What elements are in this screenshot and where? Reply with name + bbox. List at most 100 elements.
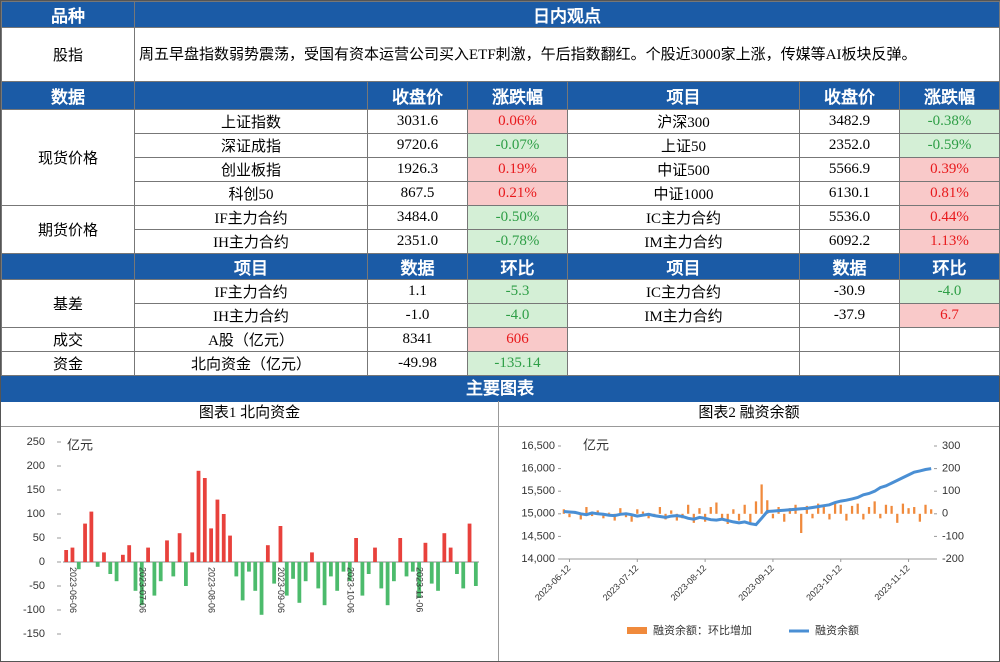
bar	[240, 562, 245, 601]
bar	[310, 552, 314, 562]
bar	[64, 550, 69, 562]
change-cell: 0.21%	[467, 181, 568, 206]
table-row: 项目 数据 环比 项目 数据 环比	[1, 253, 1000, 280]
charts: 图表1 北向资金 图表2 融资余额 亿元 -150 -100 -50 0 50 100 150…	[1, 401, 999, 661]
bar	[817, 503, 820, 514]
table-cell: -1.0	[367, 303, 468, 328]
bar	[139, 562, 144, 606]
change-cell: -0.07%	[467, 133, 568, 158]
y-tick-label: 200	[27, 460, 45, 472]
header-cell: 涨跌幅	[899, 81, 1000, 110]
table-cell: IH主力合约	[134, 229, 368, 254]
header-cell: 环比	[467, 253, 568, 280]
bar	[473, 562, 478, 586]
x-tick-label: 2023-11-12	[873, 563, 912, 602]
bar	[228, 535, 232, 562]
bar	[811, 513, 814, 519]
change-cell: -4.0	[899, 279, 1000, 304]
bar	[901, 503, 905, 514]
quote-table: 品种 日内观点 股指 周五早盘指数弱势震荡，受国有资本运营公司买入ETF刺激，午后指数…	[1, 1, 1000, 376]
header-cell: 项目	[567, 81, 800, 110]
y2-tick-label: 300	[942, 440, 960, 452]
legend-label: 融资余额：环比增加	[653, 623, 752, 637]
header-cell: 项目	[567, 253, 800, 280]
change-cell: 0.06%	[467, 109, 568, 134]
y2-tick-label: 0	[942, 508, 948, 520]
group-label: 现货价格	[1, 109, 135, 206]
row-label: 股指	[1, 27, 135, 82]
x-tick-label: 2023-09-12	[736, 563, 776, 603]
bar	[913, 507, 916, 514]
table-row: 基差 IF主力合约 1.1 -5.3 IC主力合约 -30.9 -4.0	[1, 279, 1000, 328]
y-tick-label: 16,000	[521, 463, 555, 475]
change-cell: 6.7	[899, 303, 1000, 328]
table-cell: 中证500	[567, 157, 800, 182]
change-cell: -0.50%	[467, 205, 568, 230]
section-title: 主要图表	[1, 376, 999, 402]
table-cell: 6092.2	[799, 229, 900, 254]
change-cell: -5.3	[467, 279, 568, 304]
bar	[146, 547, 150, 562]
bar	[743, 504, 746, 514]
change-cell: -0.78%	[467, 229, 568, 254]
bar	[322, 562, 327, 606]
bar	[215, 499, 220, 562]
table-cell: 3482.9	[799, 109, 900, 134]
change-cell: 0.44%	[899, 205, 1000, 230]
line	[563, 467, 932, 527]
empty-cell	[899, 351, 1000, 376]
group-label: 基差	[1, 279, 135, 328]
bar	[726, 513, 729, 524]
bar	[272, 562, 277, 584]
bar	[335, 562, 340, 591]
bar	[613, 513, 616, 521]
table-cell: 上证50	[567, 133, 800, 158]
table-cell: IM主力合约	[567, 229, 800, 254]
bar	[828, 513, 831, 520]
bar	[766, 500, 769, 514]
table-row: 数据 收盘价 涨跌幅 项目 收盘价 涨跌幅	[1, 81, 1000, 110]
table-cell: -30.9	[799, 279, 900, 304]
legend-label: 融资余额	[815, 623, 859, 637]
header-cell: 环比	[899, 253, 1000, 280]
bar	[158, 562, 163, 582]
empty-cell	[799, 351, 900, 376]
change-cell: -135.14	[467, 351, 568, 376]
y2-tick-label: -200	[942, 553, 964, 565]
y-tick-label: 15,000	[521, 508, 555, 520]
y-tick-label: -150	[23, 628, 45, 640]
group-label: 期货价格	[1, 205, 135, 254]
y-tick-label: 14,000	[521, 553, 555, 565]
bar	[102, 552, 106, 562]
bar	[720, 513, 724, 520]
bar	[379, 562, 384, 589]
group-label: 资金	[1, 351, 135, 376]
bar	[585, 507, 588, 514]
bar	[133, 562, 138, 591]
table-row: IH主力合约 2351.0 -0.78% IM主力合约 6092.2 1.13%	[2, 229, 1000, 254]
change-cell: 1.13%	[899, 229, 1000, 254]
table-cell: 1926.3	[367, 157, 468, 182]
bar	[291, 562, 295, 579]
empty-cell	[799, 327, 900, 352]
bar	[341, 562, 346, 572]
change-cell: 606	[467, 327, 568, 352]
bar	[234, 562, 239, 577]
x-tick-label: 2023-07-12	[601, 563, 641, 603]
x-tick-label: 2023-08-12	[669, 563, 709, 603]
table-cell: 1.1	[367, 279, 468, 304]
bar	[360, 562, 365, 596]
bar	[732, 509, 735, 514]
bar	[127, 545, 132, 562]
header-cell: 项目	[134, 253, 368, 280]
bar	[247, 562, 251, 572]
table-row: 资金 北向资金（亿元） -49.98 -135.14	[1, 351, 1000, 376]
bar	[890, 505, 893, 514]
bar	[436, 562, 440, 591]
bar	[596, 510, 599, 514]
change-cell: -0.59%	[899, 133, 1000, 158]
bar	[83, 523, 87, 562]
header-cell: 品种	[1, 1, 135, 28]
bar	[253, 562, 258, 591]
y-tick-label: 50	[33, 532, 45, 544]
